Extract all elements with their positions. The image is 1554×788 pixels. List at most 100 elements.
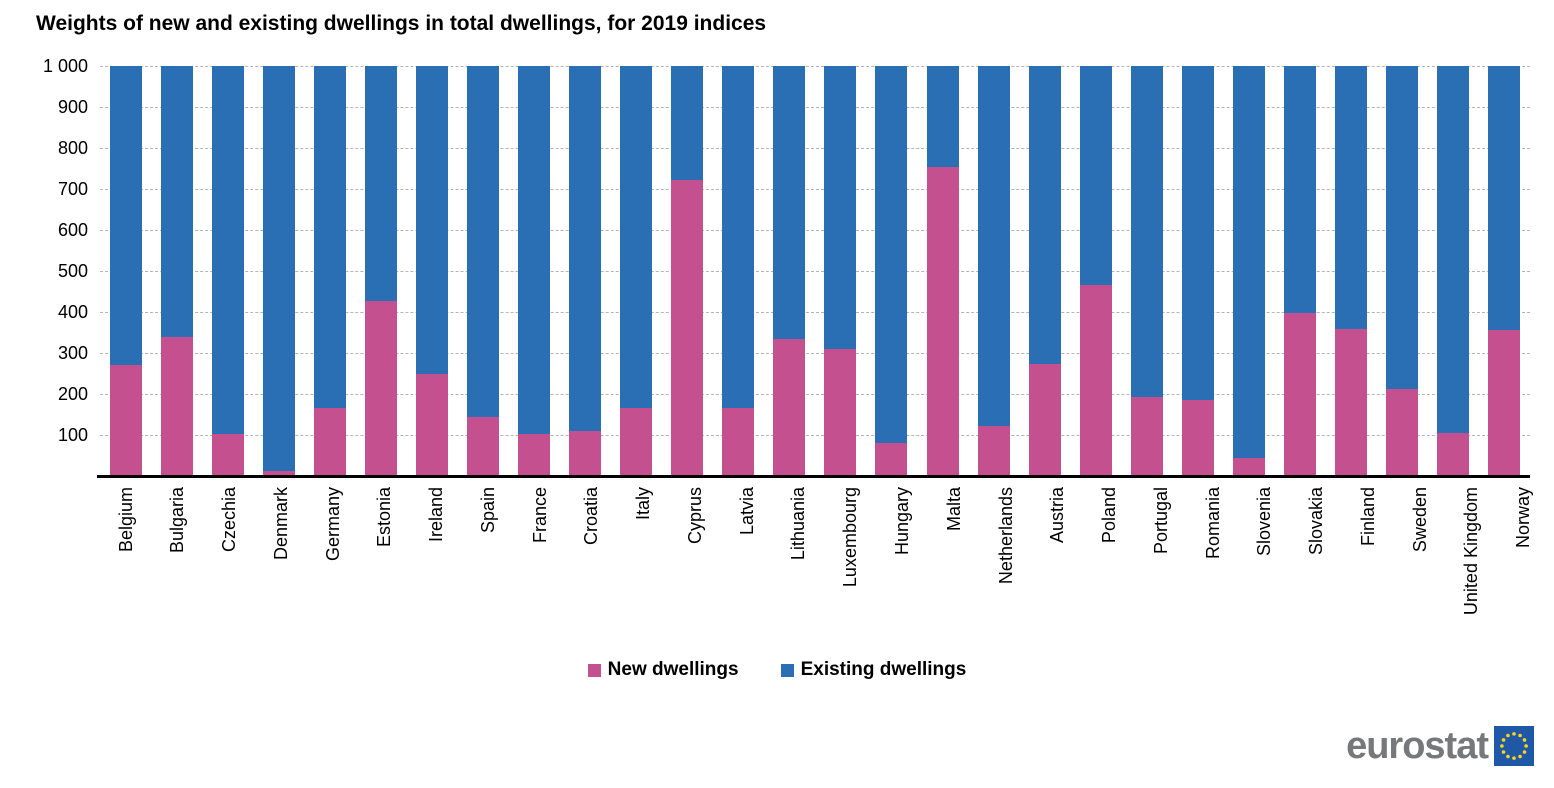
bar-austria — [1028, 66, 1061, 476]
bar-segment-existing — [263, 66, 296, 472]
x-label: Croatia — [581, 487, 602, 546]
bar-segment-new — [722, 407, 755, 476]
x-label-cell: Germany — [317, 487, 349, 652]
x-label: France — [529, 487, 550, 544]
bar-segment-new — [416, 374, 449, 476]
y-tick-label: 700 — [57, 179, 88, 199]
y-tick-label: 400 — [57, 302, 88, 322]
x-label-cell: Austria — [1042, 487, 1074, 652]
gridline — [100, 66, 1530, 67]
x-label-cell: Czechia — [214, 487, 246, 652]
bar-ireland — [416, 66, 449, 476]
bar-luxembourg — [824, 66, 857, 476]
eurostat-logo: eurostat — [1346, 724, 1534, 768]
gridline — [100, 148, 1530, 149]
y-axis-labels: 1 000 900 800 700 600 500 400 300 200 100 — [0, 56, 88, 476]
x-label: United Kingdom — [1461, 487, 1482, 616]
x-label: Hungary — [891, 487, 912, 556]
x-label-cell: Netherlands — [990, 487, 1022, 652]
bar-segment-existing — [518, 66, 551, 434]
bar-sweden — [1385, 66, 1418, 476]
x-label-cell: Finland — [1352, 487, 1384, 652]
x-label: Netherlands — [995, 487, 1016, 585]
x-label: Finland — [1357, 487, 1378, 547]
bar-segment-new — [1436, 433, 1469, 476]
x-label-cell: Estonia — [369, 487, 401, 652]
bar-united-kingdom — [1436, 66, 1469, 476]
bar-hungary — [875, 66, 908, 476]
x-label: Portugal — [1150, 487, 1171, 555]
y-tick-label: 1 000 — [42, 56, 88, 76]
bar-segment-existing — [671, 66, 704, 180]
x-label-cell: Malta — [938, 487, 970, 652]
y-tick-label: 900 — [57, 97, 88, 117]
y-tick-label: 800 — [57, 138, 88, 158]
x-label-cell: Slovenia — [1249, 487, 1281, 652]
gridline — [100, 394, 1530, 395]
x-label-cell: Cyprus — [679, 487, 711, 652]
x-label-cell: France — [524, 487, 556, 652]
bar-latvia — [722, 66, 755, 476]
bar-segment-existing — [620, 66, 653, 408]
bar-italy — [620, 66, 653, 476]
legend-label-existing: Existing dwellings — [800, 659, 967, 680]
legend-label-new: New dwellings — [607, 659, 739, 680]
gridline — [100, 107, 1530, 108]
bar-segment-existing — [875, 66, 908, 443]
bar-segment-existing — [314, 66, 347, 408]
x-label: Poland — [1099, 487, 1120, 544]
gridline — [100, 312, 1530, 313]
bar-segment-existing — [1487, 66, 1520, 331]
eurostat-logo-text: eurostat — [1346, 725, 1489, 767]
bar-segment-new — [1385, 389, 1418, 476]
x-label: Latvia — [736, 487, 757, 536]
x-label-cell: Norway — [1508, 487, 1540, 652]
bar-segment-new — [620, 407, 653, 476]
bar-segment-existing — [977, 66, 1010, 426]
bar-belgium — [110, 66, 142, 476]
plot-area — [97, 66, 1530, 478]
y-tick-label: 300 — [57, 343, 88, 363]
x-label: Malta — [943, 487, 964, 532]
x-label: Estonia — [374, 487, 395, 548]
gridline — [100, 353, 1530, 354]
bar-segment-new — [1130, 397, 1163, 476]
x-label: Sweden — [1409, 487, 1430, 553]
bar-slovakia — [1283, 66, 1316, 476]
bar-segment-existing — [416, 66, 449, 375]
x-label: Norway — [1513, 487, 1534, 549]
bar-segment-existing — [1334, 66, 1367, 330]
bar-finland — [1334, 66, 1367, 476]
bar-segment-new — [365, 300, 398, 476]
bar-segment-existing — [1385, 66, 1418, 390]
bar-segment-new — [773, 339, 806, 476]
bar-segment-existing — [365, 66, 398, 301]
y-tick-label: 600 — [57, 220, 88, 240]
x-label: Slovakia — [1306, 487, 1327, 556]
x-label-cell: Lithuania — [783, 487, 815, 652]
x-label: Germany — [322, 487, 343, 562]
x-label-cell: Romania — [1197, 487, 1229, 652]
x-label: Spain — [477, 487, 498, 534]
bar-croatia — [569, 66, 602, 476]
bar-france — [518, 66, 551, 476]
bar-segment-new — [263, 471, 296, 476]
x-label: Luxembourg — [840, 487, 861, 588]
bar-segment-new — [314, 407, 347, 476]
bar-segment-existing — [773, 66, 806, 340]
bar-segment-existing — [161, 66, 194, 338]
x-label: Belgium — [115, 487, 136, 553]
x-label: Cyprus — [684, 487, 705, 545]
bar-segment-new — [1487, 330, 1520, 476]
x-label: Czechia — [219, 487, 240, 553]
bar-segment-existing — [212, 66, 245, 434]
bar-segment-existing — [824, 66, 857, 350]
gridline — [100, 189, 1530, 190]
x-label-cell: Croatia — [576, 487, 608, 652]
x-label-cell: Belgium — [110, 487, 142, 652]
bar-segment-existing — [1283, 66, 1316, 314]
bar-segment-new — [671, 179, 704, 476]
y-tick-label: 200 — [57, 384, 88, 404]
x-label-cell: Sweden — [1404, 487, 1436, 652]
bar-segment-existing — [569, 66, 602, 431]
